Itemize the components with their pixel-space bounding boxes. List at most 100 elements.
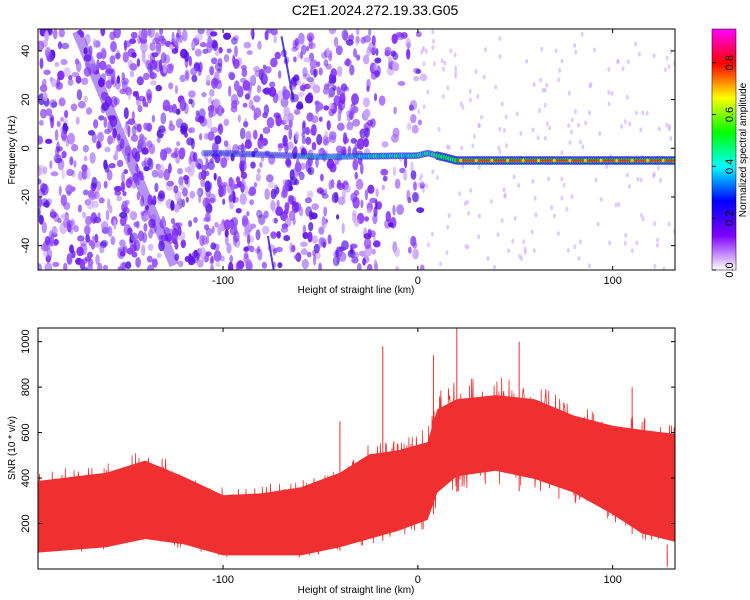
- noise-speckle: [135, 257, 141, 268]
- noise-speckle: [641, 110, 645, 116]
- noise-speckle: [57, 158, 65, 171]
- noise-speckle: [241, 178, 246, 191]
- noise-speckle: [44, 264, 52, 270]
- noise-speckle: [300, 44, 307, 55]
- noise-speckle: [212, 40, 219, 52]
- snr-frame: [37, 327, 676, 570]
- noise-speckle: [337, 99, 346, 111]
- signal-band-halo: [224, 149, 230, 157]
- noise-speckle: [537, 108, 541, 114]
- signal-peak-dot: [568, 159, 572, 162]
- noise-speckle: [624, 232, 628, 238]
- noise-speckle: [329, 76, 335, 84]
- noise-speckle: [328, 53, 333, 62]
- noise-speckle: [42, 166, 48, 175]
- noise-speckle: [307, 231, 313, 243]
- noise-speckle: [323, 105, 330, 111]
- noise-speckle: [83, 54, 92, 62]
- noise-speckle: [266, 174, 274, 183]
- noise-speckle: [138, 95, 146, 102]
- noise-speckle: [270, 188, 277, 200]
- noise-speckle: [194, 48, 202, 57]
- noise-speckle: [353, 48, 357, 58]
- noise-speckle: [240, 162, 245, 175]
- signal-band-halo: [217, 149, 223, 157]
- noise-speckle: [151, 114, 156, 123]
- noise-speckle: [393, 106, 397, 115]
- noise-speckle: [447, 213, 451, 219]
- noise-speckle: [207, 36, 213, 48]
- noise-speckle: [476, 94, 480, 99]
- spectrogram-ticks: -100 0 100 40 20 0 -20 -40: [20, 29, 675, 287]
- noise-speckle: [199, 133, 203, 141]
- noise-speckle: [625, 94, 629, 100]
- noise-speckle: [278, 70, 282, 79]
- signal-band: [327, 154, 332, 159]
- noise-speckle: [85, 234, 90, 243]
- signal-band-halo: [252, 150, 258, 158]
- noise-speckle: [175, 222, 183, 228]
- noise-speckle: [84, 33, 91, 45]
- noise-speckle: [191, 41, 195, 49]
- noise-speckle: [306, 190, 314, 199]
- noise-speckle: [262, 112, 268, 119]
- noise-speckle: [360, 199, 364, 209]
- noise-speckle: [341, 222, 345, 234]
- noise-speckle: [221, 108, 225, 114]
- noise-speckle: [207, 131, 215, 141]
- noise-speckle: [115, 49, 121, 61]
- noise-speckle: [323, 59, 329, 67]
- noise-speckle: [254, 70, 263, 77]
- signal-band: [332, 154, 337, 159]
- noise-speckle: [403, 170, 408, 182]
- noise-speckle: [157, 163, 165, 175]
- noise-speckle: [354, 171, 359, 180]
- noise-speckle: [223, 140, 229, 147]
- noise-speckle: [38, 214, 44, 225]
- noise-speckle: [201, 92, 207, 98]
- noise-speckle: [185, 71, 189, 80]
- noise-speckle: [221, 184, 227, 197]
- noise-speckle: [103, 180, 108, 189]
- signal-band-halo: [353, 152, 358, 160]
- noise-speckle: [474, 69, 478, 75]
- noise-speckle: [117, 133, 121, 141]
- noise-speckle: [198, 195, 202, 204]
- noise-speckle: [168, 233, 174, 245]
- noise-speckle: [477, 123, 481, 129]
- signal-band: [346, 154, 351, 159]
- noise-speckle: [337, 111, 342, 122]
- noise-speckle: [189, 190, 196, 199]
- noise-speckle: [218, 150, 223, 159]
- y-tick-label: 20: [20, 93, 32, 105]
- noise-speckle: [39, 119, 44, 126]
- noise-speckle: [282, 89, 291, 100]
- noise-speckle: [394, 246, 400, 258]
- noise-speckle: [110, 41, 117, 53]
- signal-peak-dot: [459, 159, 463, 162]
- noise-speckle: [249, 187, 257, 196]
- chart-title: C2E1.2024.272.19.33.G05: [291, 2, 459, 18]
- noise-speckle: [264, 150, 270, 156]
- noise-speckle: [366, 263, 373, 270]
- colorbar-tick-label: 0.4: [724, 159, 736, 174]
- noise-speckle: [430, 231, 434, 237]
- noise-speckle: [70, 186, 76, 192]
- signal-peak-dot: [630, 159, 634, 162]
- noise-speckle: [355, 36, 359, 46]
- noise-speckle: [185, 196, 189, 203]
- noise-speckle: [350, 32, 354, 42]
- noise-speckle: [218, 124, 222, 132]
- noise-speckle: [114, 190, 122, 196]
- noise-speckle: [532, 248, 536, 254]
- noise-speckle: [159, 148, 168, 161]
- noise-speckle: [163, 168, 170, 181]
- noise-speckle: [410, 161, 414, 173]
- noise-speckle: [598, 131, 602, 136]
- signal-band: [334, 154, 339, 159]
- noise-speckle: [141, 50, 146, 63]
- noise-speckle: [500, 101, 504, 107]
- noise-speckle: [183, 174, 189, 181]
- noise-speckle: [453, 52, 457, 58]
- noise-speckle: [641, 216, 645, 222]
